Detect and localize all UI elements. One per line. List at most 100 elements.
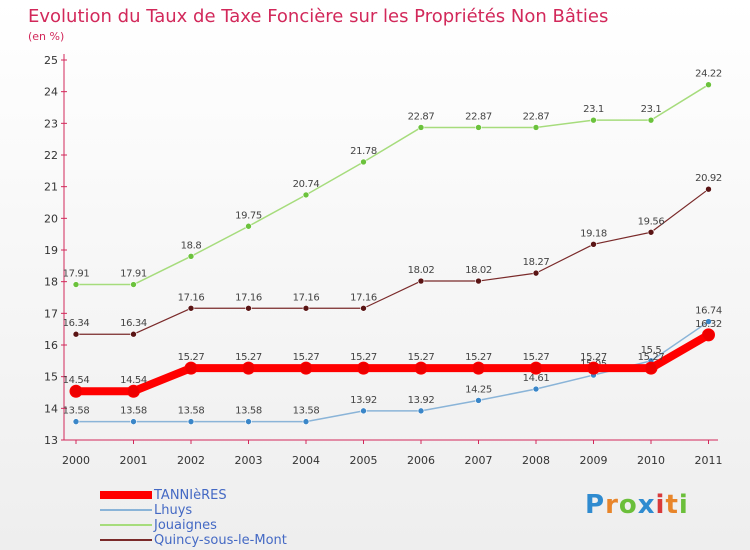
data-label-lhuys: 13.92 [350, 395, 377, 406]
data-label-quincy-sous-le-mont: 18.02 [465, 265, 492, 276]
y-tick-label: 22 [44, 149, 58, 162]
data-point-lhuys [302, 418, 310, 425]
data-point-quincy-sous-le-mont [130, 330, 137, 338]
x-tick-label: 2006 [407, 454, 435, 467]
data-point-tanni-res [69, 384, 83, 398]
data-label-quincy-sous-le-mont: 16.34 [63, 318, 90, 329]
data-point-quincy-sous-le-mont [245, 304, 252, 312]
y-tick-label: 16 [44, 339, 58, 352]
x-tick-label: 2005 [350, 454, 378, 467]
data-label-jouaignes: 24.22 [695, 69, 722, 80]
data-label-quincy-sous-le-mont: 17.16 [178, 292, 205, 303]
x-tick-label: 2004 [292, 454, 320, 467]
data-point-tanni-res [357, 361, 370, 375]
logo-letter: P [585, 490, 606, 520]
data-point-jouaignes [130, 281, 137, 288]
y-tick-label: 14 [44, 402, 58, 415]
data-point-tanni-res [127, 384, 140, 398]
data-label-tanni-res: 15.27 [638, 352, 665, 363]
logo-letter: i [678, 490, 689, 520]
data-point-jouaignes [302, 191, 310, 199]
data-point-jouaignes [647, 116, 655, 124]
data-label-lhuys: 13.58 [63, 406, 90, 417]
y-tick-label: 23 [44, 117, 58, 130]
data-point-jouaignes [705, 81, 712, 88]
data-label-jouaignes: 22.87 [465, 111, 492, 122]
y-tick-label: 20 [44, 212, 58, 225]
series-line-tanni-res [76, 331, 711, 396]
data-label-jouaignes: 22.87 [408, 111, 435, 122]
data-label-tanni-res: 14.54 [63, 375, 90, 386]
x-tick-label: 2009 [580, 454, 608, 467]
proxiti-logo: Proxiti [585, 490, 689, 520]
data-point-lhuys [705, 318, 712, 325]
data-point-tanni-res [587, 361, 600, 375]
data-label-lhuys: 15.5 [641, 345, 662, 356]
logo-letter: o [618, 490, 638, 520]
data-label-tanni-res: 15.27 [523, 352, 550, 363]
data-point-quincy-sous-le-mont [360, 304, 367, 312]
data-label-quincy-sous-le-mont: 19.18 [580, 228, 607, 239]
data-point-lhuys [360, 407, 367, 415]
chart-subtitle: (en %) [28, 30, 65, 43]
logo-letter: t [665, 490, 679, 520]
data-label-jouaignes: 21.78 [350, 146, 377, 157]
data-point-tanni-res [702, 328, 715, 342]
series-line-jouaignes [76, 84, 709, 286]
x-tick-label: 2001 [120, 454, 148, 467]
data-point-quincy-sous-le-mont [532, 269, 540, 277]
data-label-quincy-sous-le-mont: 18.02 [408, 265, 435, 276]
data-point-lhuys [417, 407, 425, 415]
series-line-quincy-sous-le-mont [76, 188, 709, 335]
x-tick-label: 2008 [522, 454, 550, 467]
y-tick-label: 13 [44, 434, 58, 447]
legend-label: Lhuys [154, 503, 193, 518]
data-label-quincy-sous-le-mont: 16.34 [120, 318, 147, 329]
y-tick-label: 25 [44, 54, 58, 67]
data-point-jouaignes [532, 124, 540, 131]
data-label-lhuys: 13.58 [120, 406, 147, 417]
data-label-tanni-res: 14.54 [120, 375, 147, 386]
data-point-lhuys [532, 385, 540, 393]
logo-letter: x [637, 490, 656, 520]
data-point-lhuys [130, 418, 137, 425]
data-label-lhuys: 13.58 [235, 406, 262, 417]
data-label-quincy-sous-le-mont: 17.16 [293, 292, 320, 303]
data-point-lhuys [72, 418, 80, 425]
data-label-jouaignes: 18.8 [181, 240, 202, 251]
logo-letter: i [655, 490, 666, 520]
legend-swatch [100, 539, 152, 541]
data-point-tanni-res [529, 361, 543, 375]
data-label-tanni-res: 15.27 [235, 352, 262, 363]
data-label-quincy-sous-le-mont: 17.16 [235, 292, 262, 303]
data-point-tanni-res [299, 361, 313, 375]
data-label-jouaignes: 17.91 [120, 269, 147, 280]
data-point-jouaignes [187, 253, 195, 260]
data-label-jouaignes: 22.87 [523, 111, 550, 122]
x-tick-label: 2000 [62, 454, 90, 467]
data-point-quincy-sous-le-mont [647, 228, 655, 236]
data-point-quincy-sous-le-mont [302, 304, 310, 312]
data-point-tanni-res [184, 361, 198, 375]
series-line-lhuys [76, 320, 709, 423]
data-point-quincy-sous-le-mont [72, 330, 80, 338]
logo-letter: r [605, 490, 619, 520]
x-tick-label: 2010 [637, 454, 665, 467]
data-label-tanni-res: 15.27 [293, 352, 320, 363]
data-label-tanni-res: 15.27 [465, 352, 492, 363]
legend-swatch [100, 524, 152, 526]
data-label-quincy-sous-le-mont: 19.56 [638, 216, 665, 227]
data-point-tanni-res [644, 361, 658, 375]
data-point-tanni-res [414, 361, 428, 375]
x-tick-label: 2007 [465, 454, 493, 467]
legend-label: Jouaignes [154, 518, 217, 533]
data-point-jouaignes [360, 158, 367, 166]
chart-title: Evolution du Taux de Taxe Foncière sur l… [28, 6, 609, 27]
y-tick-label: 18 [44, 276, 58, 289]
data-label-lhuys: 14.25 [465, 384, 492, 395]
legend-swatch [100, 491, 152, 499]
data-label-lhuys: 16.74 [695, 306, 722, 317]
data-label-tanni-res: 15.27 [350, 352, 377, 363]
data-label-tanni-res: 15.27 [408, 352, 435, 363]
